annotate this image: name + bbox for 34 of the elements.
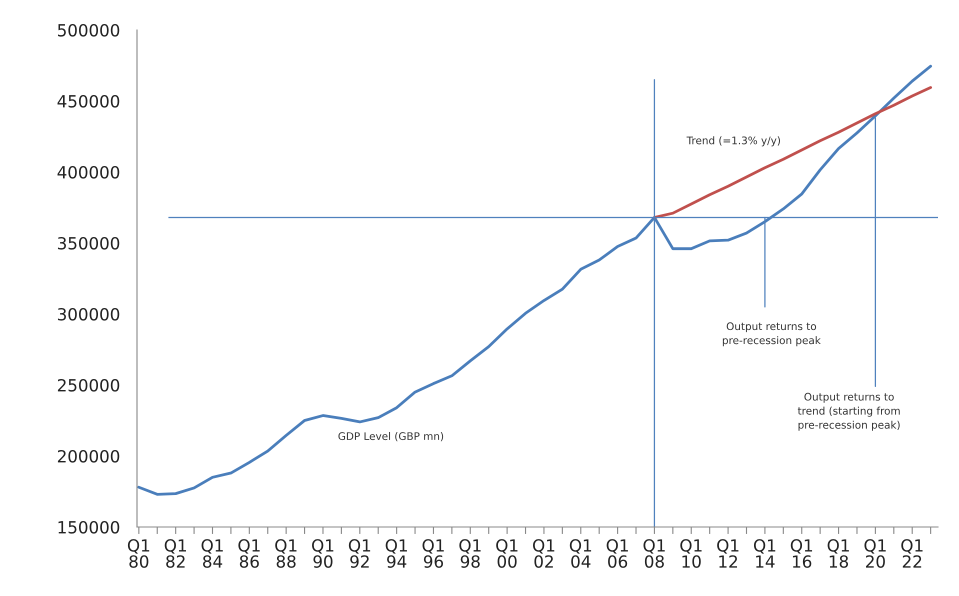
x-tick-label: Q1 86: [238, 539, 260, 568]
x-tick-label: Q1 98: [459, 539, 481, 568]
x-tick-label: Q1 12: [717, 539, 738, 568]
x-tick-label: Q1 14: [754, 539, 776, 568]
x-tick-label: Q1 02: [533, 539, 554, 568]
y-tick-label: 400000: [58, 166, 120, 179]
x-tick-label: Q1 94: [386, 539, 407, 568]
x-tick-label: Q1 92: [348, 539, 370, 568]
x-tick-label: Q1 10: [680, 539, 702, 568]
x-tick-label: Q1 20: [864, 539, 886, 568]
y-tick-label: 350000: [58, 236, 120, 250]
x-tick-label: Q1 80: [128, 539, 150, 568]
annotation: Output returns to trend (starting from pre-recession peak): [798, 392, 900, 431]
x-tick-label: Q1 88: [275, 539, 296, 568]
y-tick-label: 300000: [58, 308, 120, 321]
y-tick-label: 250000: [58, 378, 120, 392]
y-tick-label: 150000: [58, 520, 120, 534]
x-tick-label: Q1 04: [570, 539, 592, 568]
x-tick-label: Q1 96: [422, 539, 444, 568]
x-tick-label: Q1 06: [606, 539, 628, 568]
x-tick-label: Q1 22: [901, 539, 923, 568]
x-tick-label: Q1 82: [164, 539, 186, 568]
x-tick-label: Q1 84: [202, 539, 223, 568]
y-tick-label: 200000: [58, 450, 120, 463]
annotation: Output returns to pre-recession peak: [722, 322, 821, 346]
y-tick-label: 500000: [58, 24, 120, 37]
x-tick-label: Q1 08: [644, 539, 665, 568]
annotation: GDP Level (GBP mn): [338, 432, 444, 442]
y-tick-label: 450000: [58, 94, 120, 108]
x-tick-label: Q1 18: [828, 539, 849, 568]
x-tick-label: Q1 00: [496, 539, 518, 568]
annotation: Trend (=1.3% y/y): [686, 136, 780, 146]
x-tick-label: Q1 90: [312, 539, 334, 568]
x-tick-label: Q1 16: [790, 539, 812, 568]
